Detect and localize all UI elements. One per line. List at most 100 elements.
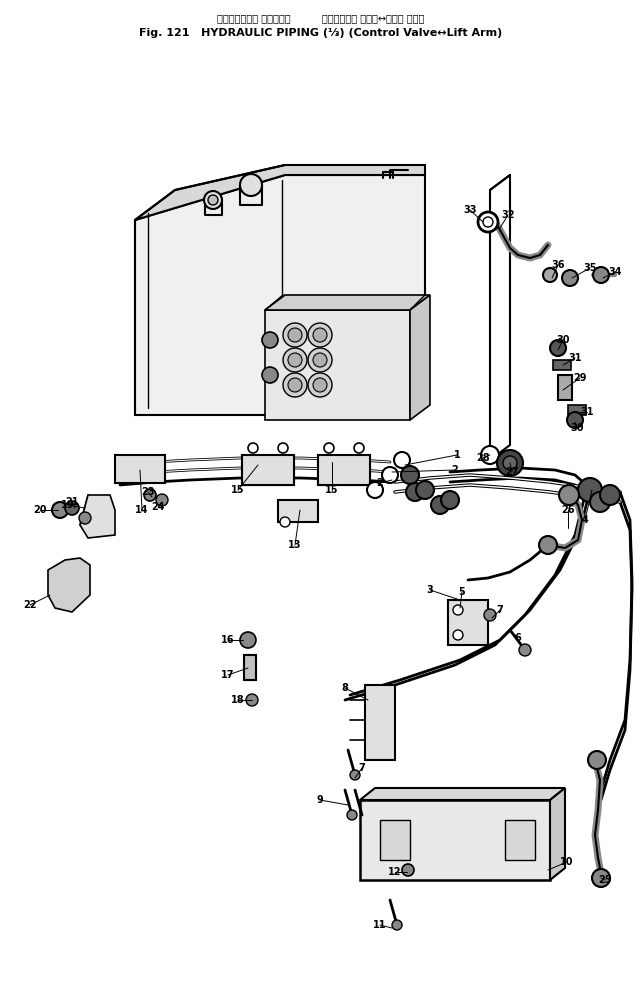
Text: 12: 12 [388,867,402,877]
Circle shape [503,456,517,470]
Circle shape [308,323,332,347]
Circle shape [600,485,620,505]
Circle shape [79,512,91,524]
Circle shape [562,270,578,286]
Circle shape [288,378,302,392]
Bar [558,375,572,400]
Text: 4: 4 [582,515,588,525]
Text: 8: 8 [342,683,349,693]
Text: 21: 21 [65,497,79,507]
Polygon shape [135,165,425,220]
Circle shape [543,268,557,282]
Circle shape [208,195,218,205]
Text: 22: 22 [23,600,37,610]
Text: 17: 17 [221,670,235,680]
Text: 30: 30 [570,423,584,433]
Text: 14: 14 [135,505,149,515]
Circle shape [324,443,334,453]
Circle shape [497,450,523,476]
Polygon shape [365,685,395,760]
Text: 7: 7 [497,605,503,615]
Bar [505,820,535,860]
Bar [278,500,318,522]
Text: 2: 2 [451,465,458,475]
Text: 7: 7 [359,763,365,773]
Circle shape [402,864,414,876]
Text: 5: 5 [458,587,465,597]
Text: 30: 30 [556,335,569,345]
Text: ハイドロリック パイピング          コントロール バルブ↔リフト アーム: ハイドロリック パイピング コントロール バルブ↔リフト アーム [217,13,425,23]
Text: 3: 3 [427,585,433,595]
Polygon shape [360,800,550,880]
Circle shape [288,353,302,367]
Bar [448,600,488,645]
Circle shape [248,443,258,453]
Circle shape [441,491,459,509]
Circle shape [367,482,383,498]
Circle shape [52,502,68,518]
Circle shape [567,412,583,428]
Polygon shape [410,295,430,420]
Circle shape [559,485,579,505]
Circle shape [283,323,307,347]
Text: 11: 11 [373,920,386,930]
Text: 23: 23 [141,487,155,497]
Circle shape [280,517,290,527]
Text: 15: 15 [231,485,245,495]
Text: 34: 34 [608,267,621,277]
Bar [380,820,410,860]
Circle shape [550,340,566,356]
Circle shape [431,496,449,514]
Bar [553,360,571,370]
Text: 15: 15 [325,485,339,495]
Circle shape [350,770,360,780]
Text: 18: 18 [231,695,245,705]
Circle shape [308,373,332,397]
Text: Fig. 121   HYDRAULIC PIPING (⅓) (Control Valve↔Lift Arm): Fig. 121 HYDRAULIC PIPING (⅓) (Control V… [139,28,503,38]
Circle shape [240,174,262,196]
Text: 13: 13 [288,540,302,550]
Text: 10: 10 [560,857,574,867]
Circle shape [588,751,606,769]
Circle shape [382,467,398,483]
Text: 20: 20 [33,505,47,515]
Circle shape [278,443,288,453]
Circle shape [453,630,463,640]
Text: 24: 24 [152,502,165,512]
Circle shape [262,332,278,348]
Text: 31: 31 [580,407,594,417]
Circle shape [144,489,156,501]
Text: 31: 31 [568,353,582,363]
Circle shape [283,348,307,372]
Bar [115,455,165,483]
Bar [568,405,586,415]
Polygon shape [80,495,115,538]
Circle shape [246,694,258,706]
Circle shape [592,869,610,887]
Circle shape [590,492,610,512]
Circle shape [308,348,332,372]
Circle shape [354,443,364,453]
Text: 25: 25 [598,875,612,885]
Circle shape [401,466,419,484]
Circle shape [313,378,327,392]
Circle shape [204,191,222,209]
Polygon shape [265,310,410,420]
Circle shape [406,483,424,501]
Circle shape [65,501,79,515]
Text: 33: 33 [464,205,477,215]
Text: 1: 1 [454,450,460,460]
Circle shape [394,452,410,468]
Polygon shape [48,558,90,612]
Text: 36: 36 [551,260,565,270]
Circle shape [262,367,278,383]
Circle shape [593,267,609,283]
Bar [242,455,294,485]
Circle shape [484,609,496,621]
Circle shape [481,446,499,464]
Polygon shape [265,295,430,310]
Text: 35: 35 [583,263,597,273]
Polygon shape [135,175,425,415]
Text: 29: 29 [573,373,587,383]
Text: 9: 9 [317,795,324,805]
